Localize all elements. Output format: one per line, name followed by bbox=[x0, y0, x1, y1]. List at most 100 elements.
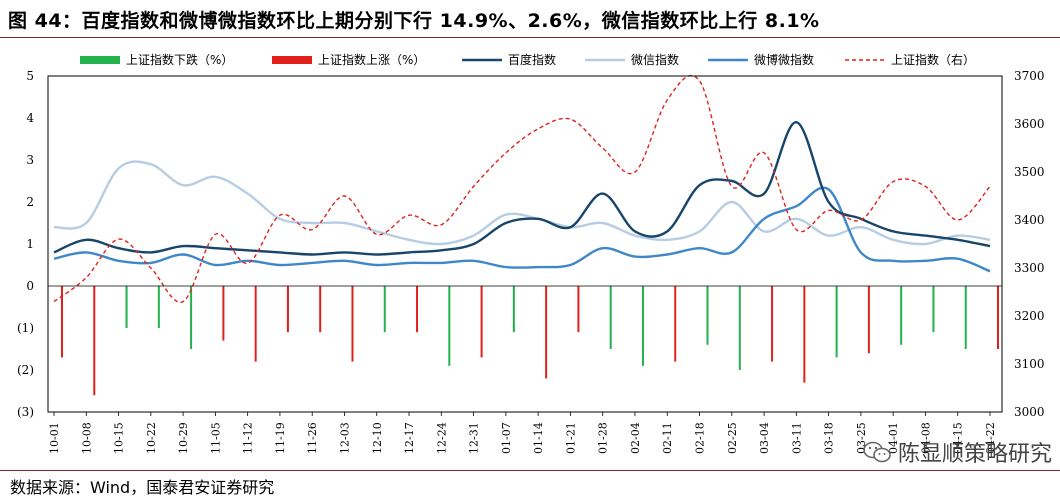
legend-label: 微博微指数 bbox=[754, 52, 814, 67]
y2-tick-label: 3400 bbox=[1014, 213, 1045, 227]
bar-03-11 bbox=[803, 286, 806, 383]
x-tick-label: 10-08 bbox=[80, 422, 93, 454]
legend-item: 上证指数下跌（%） bbox=[80, 52, 233, 67]
bar-12-10 bbox=[383, 286, 386, 333]
y-tick-label: 5 bbox=[26, 69, 34, 83]
bar-11-12 bbox=[254, 286, 257, 362]
x-tick-label: 10-29 bbox=[177, 422, 190, 454]
x-tick-label: 10-15 bbox=[113, 422, 126, 454]
x-tick-label: 04-22 bbox=[984, 422, 997, 454]
legend-item: 百度指数 bbox=[462, 52, 556, 67]
y2-tick-label: 3700 bbox=[1014, 69, 1045, 83]
legend-swatch bbox=[80, 56, 120, 64]
y-tick-label: 2 bbox=[26, 195, 34, 209]
legend-item: 上证指数（右） bbox=[845, 52, 975, 67]
legend-label: 上证指数（右） bbox=[891, 52, 975, 67]
chart-svg: 上证指数下跌（%） 上证指数上涨（%） 百度指数 微信指数 微博微指数 上证指数（右） 5… bbox=[17, 52, 1045, 454]
plot-area bbox=[53, 74, 999, 396]
bar-01-21 bbox=[577, 286, 580, 333]
legend: 上证指数下跌（%） 上证指数上涨（%） 百度指数 微信指数 微博微指数 上证指数（右） bbox=[80, 52, 975, 67]
legend-label: 百度指数 bbox=[508, 52, 556, 67]
y-tick-label: 1 bbox=[26, 237, 34, 251]
x-tick-label: 03-04 bbox=[758, 422, 771, 454]
y2-tick-label: 3500 bbox=[1014, 165, 1045, 179]
x-tick-label: 02-04 bbox=[629, 422, 642, 454]
bar-01-14 bbox=[545, 286, 548, 379]
bar-02-25 bbox=[738, 286, 741, 370]
legend-item: 微信指数 bbox=[585, 52, 679, 67]
x-tick-label: 04-01 bbox=[887, 422, 900, 454]
legend-item: 上证指数上涨（%） bbox=[272, 52, 425, 67]
bar-11-05 bbox=[222, 286, 225, 341]
bar-11-26 bbox=[319, 286, 322, 333]
title-rule bbox=[0, 37, 1060, 38]
legend-label: 上证指数上涨（%） bbox=[318, 52, 425, 67]
bar-02-04 bbox=[641, 286, 644, 366]
x-tick-label: 02-25 bbox=[726, 422, 739, 454]
x-tick-label: 01-28 bbox=[597, 422, 610, 454]
y-tick-label: 4 bbox=[26, 111, 34, 125]
x-tick-label: 12-10 bbox=[371, 422, 384, 454]
bar-02-18 bbox=[706, 286, 709, 345]
x-tick-label: 03-18 bbox=[823, 422, 836, 454]
legend-label: 上证指数下跌（%） bbox=[126, 52, 233, 67]
wechat-icon bbox=[863, 441, 891, 463]
y-tick-label: (1) bbox=[17, 321, 34, 335]
y-tick-label: (3) bbox=[17, 405, 34, 419]
x-tick-label: 01-21 bbox=[564, 422, 577, 454]
bar-10-15 bbox=[125, 286, 128, 328]
bar-04-22 bbox=[997, 286, 999, 349]
y-tick-label: 3 bbox=[26, 153, 34, 167]
chart-title: 图 44：百度指数和微博微指数环比上期分别下行 14.9%、2.6%，微信指数环… bbox=[8, 10, 820, 32]
y2-tick-label: 3200 bbox=[1014, 309, 1045, 323]
weibo-index-line bbox=[53, 186, 991, 273]
bar-04-08 bbox=[932, 286, 935, 333]
bar-04-01 bbox=[900, 286, 903, 345]
bar-10-01 bbox=[61, 286, 63, 358]
y-tick-label: (2) bbox=[17, 363, 34, 377]
bar-04-15 bbox=[964, 286, 967, 349]
bar-03-25 bbox=[867, 286, 870, 354]
x-tick-label: 04-08 bbox=[919, 422, 932, 454]
legend-label: 微信指数 bbox=[631, 52, 679, 67]
x-tick-label: 12-03 bbox=[338, 422, 351, 454]
x-tick-label: 12-24 bbox=[435, 422, 448, 454]
source-note: 数据来源：Wind，国泰君安证券研究 bbox=[10, 478, 275, 497]
bar-12-17 bbox=[416, 286, 419, 333]
x-tick-label: 01-14 bbox=[532, 422, 545, 454]
bar-02-11 bbox=[674, 286, 677, 362]
x-tick-label: 11-19 bbox=[274, 422, 287, 454]
y2-tick-label: 3100 bbox=[1014, 357, 1045, 371]
bar-01-28 bbox=[609, 286, 612, 349]
y2-tick-label: 3000 bbox=[1014, 405, 1045, 419]
x-tick-label: 10-22 bbox=[145, 422, 158, 454]
watermark-text: 陈显顺策略研究 bbox=[897, 442, 1052, 467]
bar-12-03 bbox=[351, 286, 354, 362]
bar-03-18 bbox=[835, 286, 838, 358]
bar-03-04 bbox=[771, 286, 774, 362]
bar-10-22 bbox=[157, 286, 160, 328]
x-tick-label: 04-15 bbox=[952, 422, 965, 454]
x-tick-label: 12-31 bbox=[468, 422, 481, 454]
x-tick-label: 10-01 bbox=[48, 422, 61, 454]
bar-12-31 bbox=[480, 286, 483, 358]
x-tick-label: 01-07 bbox=[500, 422, 513, 454]
bar-10-08 bbox=[93, 286, 96, 396]
bar-12-24 bbox=[448, 286, 451, 366]
x-tick-label: 11-05 bbox=[209, 422, 222, 454]
x-tick-label: 11-12 bbox=[242, 422, 255, 454]
x-tick-label: 12-17 bbox=[403, 422, 416, 454]
y-tick-label: 0 bbox=[26, 279, 34, 293]
x-tick-label: 11-26 bbox=[306, 422, 319, 454]
bar-11-19 bbox=[286, 286, 289, 333]
wechat-index-line bbox=[53, 160, 991, 246]
x-tick-label: 02-18 bbox=[694, 422, 707, 454]
watermark: 陈显顺策略研究 bbox=[862, 436, 1052, 468]
x-tick-label: 03-11 bbox=[790, 422, 803, 454]
baidu-index-line bbox=[53, 121, 991, 256]
legend-item: 微博微指数 bbox=[708, 52, 814, 67]
bar-10-29 bbox=[190, 286, 193, 349]
bar-01-07 bbox=[512, 286, 515, 333]
legend-swatch bbox=[272, 56, 312, 64]
y2-tick-label: 3300 bbox=[1014, 261, 1045, 275]
